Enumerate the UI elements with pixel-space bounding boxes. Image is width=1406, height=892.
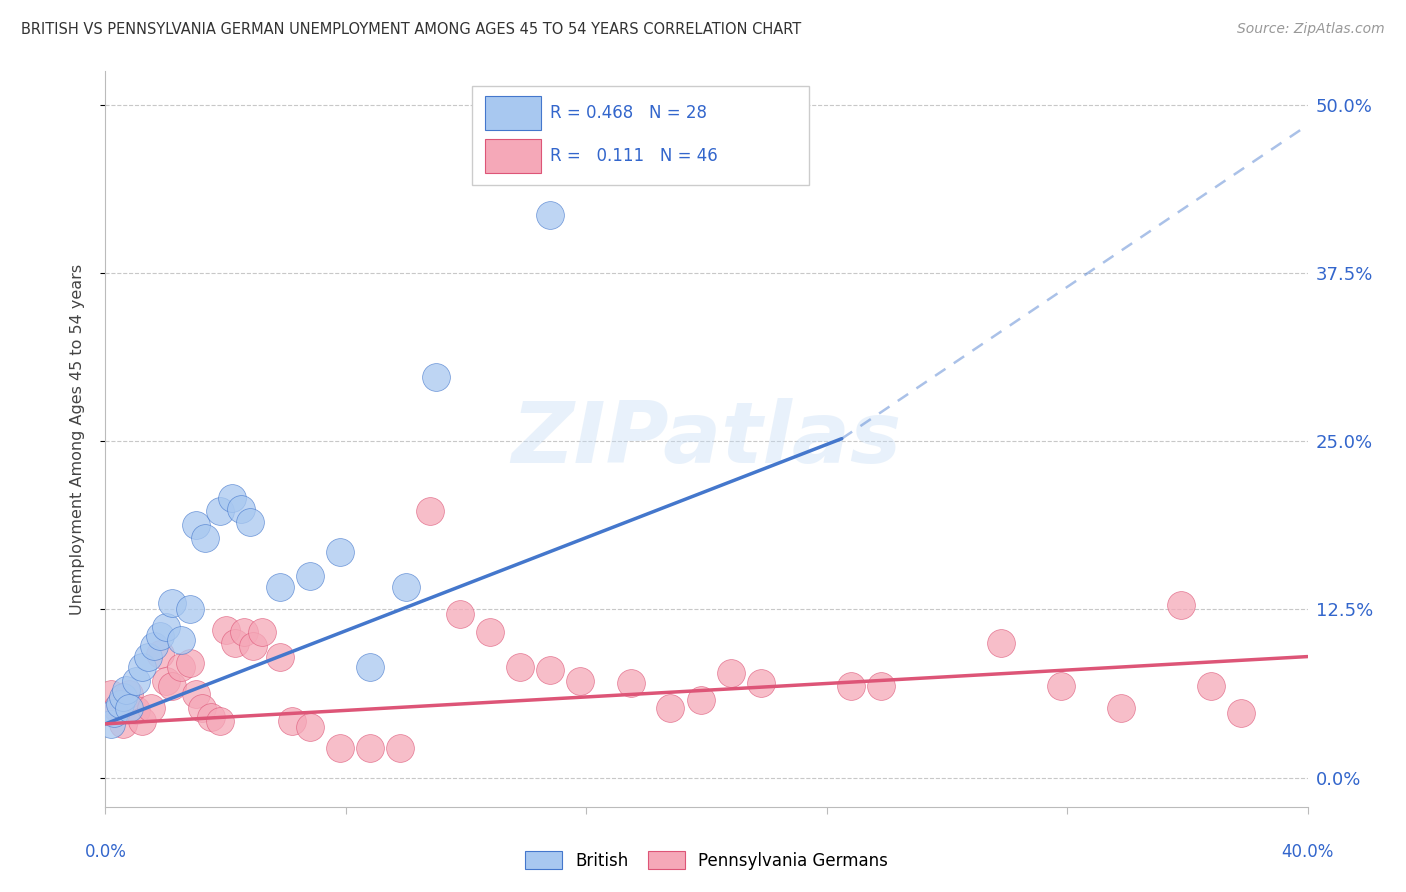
- Point: [124, 703, 146, 717]
- Point: [449, 607, 471, 621]
- Point: [720, 665, 742, 680]
- Point: [118, 700, 141, 714]
- Point: [131, 660, 153, 674]
- Point: [107, 700, 129, 714]
- Point: [115, 683, 138, 698]
- Point: [1201, 679, 1223, 693]
- Point: [1109, 700, 1132, 714]
- Point: [329, 741, 352, 756]
- Point: [148, 629, 170, 643]
- Point: [208, 714, 231, 728]
- Point: [179, 657, 201, 671]
- Text: R =   0.111   N = 46: R = 0.111 N = 46: [550, 147, 718, 165]
- Point: [184, 687, 207, 701]
- Point: [100, 687, 122, 701]
- Point: [112, 690, 135, 704]
- Point: [569, 673, 592, 688]
- Point: [160, 679, 183, 693]
- Point: [359, 741, 381, 756]
- Y-axis label: Unemployment Among Ages 45 to 54 years: Unemployment Among Ages 45 to 54 years: [70, 264, 84, 615]
- Point: [229, 501, 252, 516]
- Point: [169, 660, 191, 674]
- Point: [142, 639, 165, 653]
- Point: [388, 741, 411, 756]
- Point: [281, 714, 304, 728]
- Point: [509, 660, 531, 674]
- Point: [139, 700, 162, 714]
- Text: ZIPatlas: ZIPatlas: [512, 398, 901, 481]
- Point: [131, 714, 153, 728]
- Point: [1050, 679, 1073, 693]
- Point: [479, 625, 502, 640]
- FancyBboxPatch shape: [472, 87, 808, 186]
- Point: [208, 504, 231, 518]
- Point: [100, 716, 122, 731]
- Point: [148, 647, 170, 661]
- Point: [1230, 706, 1253, 720]
- Point: [155, 620, 177, 634]
- Point: [359, 660, 381, 674]
- Point: [298, 720, 321, 734]
- Point: [395, 580, 418, 594]
- Point: [110, 697, 132, 711]
- Point: [419, 504, 441, 518]
- Point: [160, 596, 183, 610]
- FancyBboxPatch shape: [485, 139, 541, 173]
- Point: [538, 663, 561, 677]
- Point: [103, 706, 125, 720]
- Point: [136, 649, 159, 664]
- Point: [184, 517, 207, 532]
- FancyBboxPatch shape: [485, 96, 541, 130]
- Point: [179, 602, 201, 616]
- Text: 40.0%: 40.0%: [1281, 843, 1334, 861]
- Point: [224, 636, 246, 650]
- Point: [538, 208, 561, 222]
- Point: [689, 692, 711, 706]
- Point: [214, 623, 236, 637]
- Point: [620, 676, 643, 690]
- Point: [155, 673, 177, 688]
- Point: [298, 569, 321, 583]
- Point: [869, 679, 891, 693]
- Point: [232, 625, 254, 640]
- Point: [269, 580, 291, 594]
- Point: [118, 687, 141, 701]
- Point: [990, 636, 1012, 650]
- Point: [242, 639, 264, 653]
- Legend: British, Pennsylvania Germans: British, Pennsylvania Germans: [519, 844, 894, 876]
- Point: [200, 710, 222, 724]
- Point: [169, 633, 191, 648]
- Point: [1170, 599, 1192, 613]
- Point: [112, 716, 135, 731]
- Point: [124, 673, 146, 688]
- Point: [659, 700, 682, 714]
- Point: [269, 649, 291, 664]
- Text: R = 0.468   N = 28: R = 0.468 N = 28: [550, 104, 707, 122]
- Point: [194, 531, 217, 545]
- Point: [250, 625, 273, 640]
- Point: [239, 515, 262, 529]
- Text: BRITISH VS PENNSYLVANIA GERMAN UNEMPLOYMENT AMONG AGES 45 TO 54 YEARS CORRELATIO: BRITISH VS PENNSYLVANIA GERMAN UNEMPLOYM…: [21, 22, 801, 37]
- Point: [329, 544, 352, 558]
- Text: 0.0%: 0.0%: [84, 843, 127, 861]
- Point: [221, 491, 243, 505]
- Point: [190, 700, 212, 714]
- Point: [839, 679, 862, 693]
- Point: [425, 369, 447, 384]
- Point: [749, 676, 772, 690]
- Text: Source: ZipAtlas.com: Source: ZipAtlas.com: [1237, 22, 1385, 37]
